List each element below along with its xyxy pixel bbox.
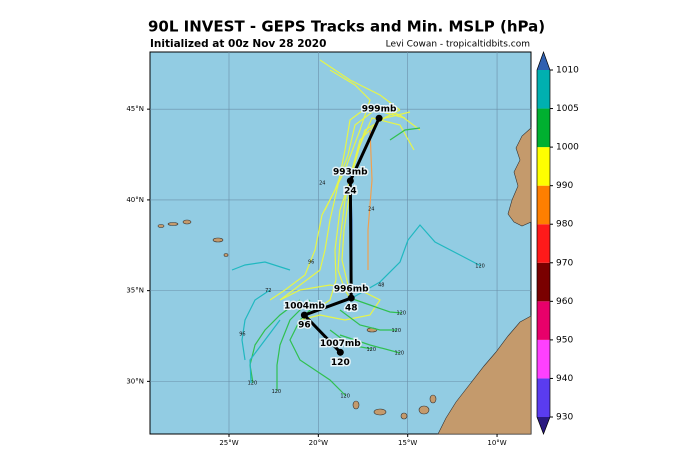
member-hour-label: 24 — [319, 180, 325, 186]
y-tick-label: 45°N — [126, 105, 144, 113]
y-tick-label: 40°N — [126, 196, 144, 204]
member-track — [367, 129, 373, 270]
pressure-label: 993mb — [333, 167, 368, 177]
member-hour-label: 120 — [395, 351, 405, 357]
colorbar-label: 970 — [556, 258, 573, 268]
colorbar-label: 990 — [556, 181, 573, 191]
hour-label: 24 — [344, 186, 357, 196]
track-point — [347, 294, 355, 302]
colorbar-segment — [537, 185, 550, 225]
member-track — [351, 224, 482, 299]
track-point — [300, 311, 308, 319]
member-hour-label: 120 — [366, 347, 376, 353]
x-tick-label: 20°W — [309, 439, 328, 447]
track-point — [336, 348, 344, 356]
member-track — [349, 297, 403, 314]
x-tick-label: 25°W — [219, 439, 238, 447]
member-track — [339, 309, 397, 331]
colorbar-segment — [537, 70, 550, 109]
azores-island — [182, 219, 192, 225]
x-tick-label: 15°W — [398, 439, 417, 447]
colorbar-label: 940 — [556, 374, 573, 384]
member-hour-label: 96 — [308, 260, 314, 266]
colorbar-segment — [537, 108, 550, 148]
pressure-label: 999mb — [362, 105, 397, 115]
colorbar-label: 980 — [556, 220, 573, 230]
map-background — [149, 51, 532, 435]
member-track — [231, 261, 291, 271]
canary-island — [400, 412, 408, 420]
chart-subtitle: Initialized at 00z Nov 28 2020 — [150, 38, 326, 50]
member-track — [314, 117, 415, 311]
member-track — [389, 127, 421, 141]
grid — [150, 52, 531, 434]
colorbar-segment — [537, 339, 550, 379]
azores-island — [223, 253, 229, 257]
credit: Levi Cowan - tropicaltidbits.com — [386, 40, 530, 50]
colorbar-low-arrow — [537, 417, 550, 434]
track-point — [375, 114, 383, 122]
member-track — [319, 59, 401, 111]
member-hour-label: 120 — [340, 393, 350, 399]
colorbar-high-arrow — [537, 52, 550, 70]
hour-label: 96 — [298, 321, 311, 331]
y-tick-label: 30°N — [126, 377, 144, 385]
member-hour-label: 120 — [396, 311, 406, 317]
member-hour-label: 120 — [475, 264, 485, 270]
canary-island — [373, 408, 387, 416]
member-hour-label: 24 — [368, 206, 374, 212]
member-hour-label: 48 — [378, 283, 384, 289]
member-tracks — [231, 59, 482, 397]
member-hour-label: 96 — [239, 332, 245, 338]
azores-island — [157, 224, 165, 228]
colorbar-label: 930 — [556, 413, 573, 423]
colorbar-label: 950 — [556, 335, 573, 345]
overlay: 120 120 120 120 120 120 120 120 24 24 72 96 48 96 999m… — [239, 103, 485, 399]
track-point — [346, 177, 354, 185]
member-hour-label: 120 — [248, 381, 258, 387]
member-track — [276, 299, 311, 391]
colorbar-segment — [537, 301, 550, 340]
member-track — [337, 109, 401, 299]
colorbar-label: 1010 — [556, 66, 579, 76]
canary-island — [429, 394, 437, 404]
chart-title: 90L INVEST - GEPS Tracks and Min. MSLP (… — [148, 18, 545, 36]
member-track — [339, 334, 401, 354]
iberia — [507, 127, 532, 227]
colorbar-label: 1005 — [556, 104, 579, 114]
member-hour-label: 120 — [391, 328, 401, 334]
hour-label: 48 — [345, 304, 358, 314]
member-track — [329, 329, 373, 350]
pressure-label: 996mb — [334, 285, 369, 295]
y-tick-label: 35°N — [126, 287, 144, 295]
member-track — [241, 289, 271, 361]
colorbar-segment — [537, 262, 550, 302]
land — [157, 127, 532, 435]
x-tick-label: 10°W — [487, 439, 506, 447]
azores-island — [167, 222, 179, 226]
pressure-label: 1004mb — [284, 302, 325, 312]
member-track — [249, 319, 281, 384]
canary-island — [418, 405, 430, 415]
pressure-label: 1007mb — [320, 339, 361, 349]
azores-island — [212, 237, 224, 243]
morocco — [437, 315, 532, 435]
hour-label: 120 — [331, 358, 350, 368]
member-track — [279, 284, 381, 321]
colorbar-label: 960 — [556, 297, 573, 307]
colorbar-label: 1000 — [556, 143, 579, 153]
member-track — [324, 69, 371, 211]
member-hour-label: 120 — [272, 389, 282, 395]
colorbar-segment — [537, 378, 550, 417]
canary-island — [352, 400, 360, 410]
colorbar-segment — [537, 147, 550, 186]
member-hour-label: 72 — [265, 288, 271, 294]
colorbar-segment — [537, 224, 550, 263]
